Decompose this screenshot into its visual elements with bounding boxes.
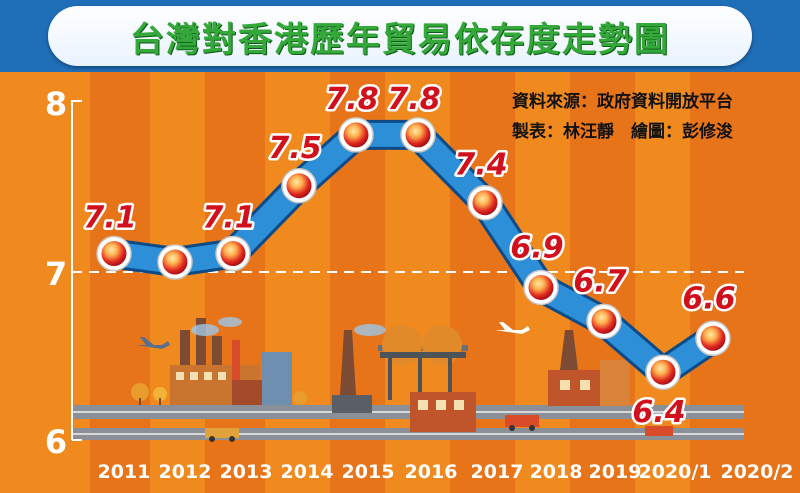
data-point: 7.1 [81,198,139,272]
x-tick-label: 2020/2 [720,461,793,483]
data-point: 7.8 [385,79,443,153]
x-tick-label: 2013 [220,461,273,483]
data-point-ball [472,190,498,216]
data-point: 7.1 [200,198,258,272]
background-stripe [690,72,800,493]
credits-note: 製表：林汪靜 繪圖：彭修浚 [511,121,733,142]
data-label: 7.5 [268,131,321,166]
data-label: 6.6 [682,281,735,316]
background-stripe [205,72,265,493]
data-point-ball [162,249,188,275]
data-point-ball [405,122,431,148]
data-point-ball [528,274,554,300]
data-label: 6.4 [632,395,685,430]
data-point-ball [101,241,127,267]
y-tick-label: 8 [45,85,67,123]
data-point: 6.6 [680,279,738,357]
x-tick-label: 2012 [159,461,212,483]
x-tick-label: 2014 [281,461,334,483]
x-tick-labels: 2011 2012 2013 2014 2015 2016 2017 2018 20192020… [98,461,794,483]
data-point-ball [220,241,246,267]
data-label: 7.1 [202,201,255,236]
y-tick-label: 7 [45,255,67,293]
x-tick-label: 2017 [471,461,524,483]
notes-box: 資料來源：政府資料開放平台 製表：林汪靜 繪圖：彭修浚 [511,91,733,142]
data-point: 7.5 [266,128,324,204]
data-point: 7.4 [452,145,510,221]
title-banner: 台灣對香港歷年貿易依存度走勢圖 [48,6,752,66]
city-scenery [72,317,744,442]
background-stripe [570,72,635,493]
data-point-ball [700,325,726,351]
data-label: 7.8 [387,82,440,117]
line-chart: 8 7 6 資料來源：政府資料開放平台 製表：林汪靜 繪圖：彭修浚 7.1 7.1… [0,72,800,493]
data-point-ball [591,308,617,334]
data-label: 6.9 [510,230,563,265]
x-tick-label: 2018 [530,461,583,483]
x-tick-label: 2011 [98,461,151,483]
x-tick-label: 2019 [589,461,642,483]
data-point: 6.7 [571,262,629,340]
background-stripe [0,72,90,493]
chart-title: 台灣對香港歷年貿易依存度走勢圖 [130,19,670,60]
background-stripe [90,72,150,493]
data-point: 7.8 [323,79,381,153]
data-point: 6.4 [630,354,688,433]
series-layer: 7.1 7.17.57.8 7.87.46.96.76.46.6 [81,79,738,433]
x-tick-label: 2015 [342,461,395,483]
y-tick-label: 6 [45,423,67,461]
x-tick-label: 2020/1 [638,461,711,483]
x-tick-label: 2016 [405,461,458,483]
background-stripe [635,72,690,493]
background-stripe [150,72,205,493]
data-point [157,244,193,280]
data-label: 7.8 [325,82,378,117]
data-label: 7.1 [83,201,136,236]
source-note: 資料來源：政府資料開放平台 [512,91,733,112]
data-label: 7.4 [454,148,507,183]
data-point-ball [343,122,369,148]
data-point-ball [286,173,312,199]
data-label: 6.7 [573,264,626,299]
data-point: 6.9 [508,228,566,306]
background-stripe [265,72,330,493]
data-point-ball [650,359,676,385]
